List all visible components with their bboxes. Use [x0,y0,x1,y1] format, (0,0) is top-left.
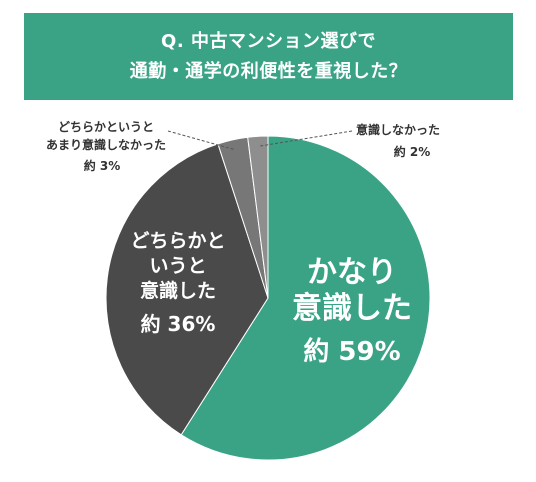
slice-value-label: 約 59% [303,336,400,367]
slice-label: 意識した [140,279,216,302]
pie-slice [247,135,269,299]
slice-label: 意識しなかった [356,122,440,137]
slice-label: かなり [307,255,397,290]
slice-value-label: 約 36% [141,312,216,336]
question-header: Q. 中古マンション選びで 通勤・通学の利便性を重視した？ [24,13,513,100]
leader-line [258,130,353,147]
question-title-line1: Q. 中古マンション選びで [161,30,376,52]
pie-slice [180,135,431,461]
slice-value-label: 約 2% [394,144,431,159]
leader-line [167,130,235,151]
slice-label: 意識した [292,291,412,326]
slice-label: どちらかというと [58,120,154,134]
slice-label: あまり意識しなかった [46,137,166,152]
question-title-line2: 通勤・通学の利便性を重視した？ [129,60,408,82]
slice-label: どちらかと [130,230,225,252]
slice-label: いうと [149,255,206,277]
pie-slice [105,143,269,436]
slice-value-label: 約 3% [84,158,121,173]
